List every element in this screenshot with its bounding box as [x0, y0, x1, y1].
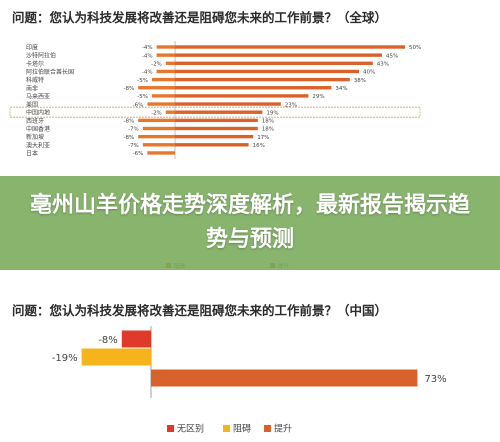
hinder-bar-label: -4%: [142, 45, 153, 51]
improve-bar: [175, 126, 258, 131]
category-label: 沙特阿拉伯: [26, 52, 56, 60]
hinder-bar: [152, 94, 175, 98]
improve-bar: [175, 102, 281, 106]
bar-label-2: -19%: [52, 353, 78, 364]
improve-bar-label: 19%: [266, 110, 278, 116]
bar-1: [121, 330, 151, 348]
bar-label-1: -8%: [98, 335, 117, 346]
hinder-bar-label: -5%: [137, 78, 148, 84]
improve-bar-label: 18%: [262, 127, 274, 133]
hinder-bar-label: -2%: [151, 62, 162, 68]
category-label: 西班牙: [26, 117, 44, 125]
improve-bar: [175, 118, 258, 123]
improve-bar: [175, 45, 405, 49]
hinder-bar-label: -4%: [142, 70, 153, 76]
category-label: 阿拉伯联合酋长国: [26, 68, 74, 76]
hinder-bar-label: -6%: [133, 102, 144, 108]
hinder-bar: [147, 151, 175, 155]
hinder-bar: [138, 118, 175, 123]
hinder-bar-label: -8%: [123, 86, 134, 92]
bar-2: [81, 348, 151, 366]
improve-bar: [175, 77, 350, 82]
hinder-bar-label: -5%: [137, 94, 148, 100]
hinder-bar-label: -7%: [128, 127, 139, 133]
improve-bar-label: 17%: [257, 135, 269, 141]
global-bar-chart: 印度 -4% 50% 沙特阿拉伯 -4% 45% 卡塔尔 -2% 43% 阿拉伯联合酋长国 -4% 4…: [9, 41, 421, 270]
hinder-bar: [138, 86, 175, 90]
legend-swatch-3: [264, 425, 271, 432]
improve-bar: [175, 86, 332, 90]
category-label: 新加坡: [26, 133, 44, 141]
category-label: 印度: [26, 44, 38, 52]
hinder-bar: [156, 45, 175, 49]
improve-bar-label: 50%: [409, 45, 421, 51]
hinder-bar-label: -2%: [151, 110, 162, 116]
improve-bar: [175, 69, 359, 74]
improve-bar-label: 16%: [253, 143, 265, 149]
category-label: 澳大利亚: [26, 141, 50, 149]
hinder-bar: [138, 134, 175, 139]
improve-bar: [175, 94, 309, 98]
headline-banner: 亳州山羊价格走势深度解析，最新报告揭示趋势与预测: [0, 176, 500, 270]
improve-bar: [175, 61, 373, 65]
hinder-bar: [142, 143, 175, 147]
category-label: 中国香港: [26, 125, 50, 133]
improve-bar: [175, 53, 382, 57]
hinder-bar-label: -8%: [123, 135, 134, 141]
improve-bar-label: 43%: [377, 62, 389, 68]
headline-text: 亳州山羊价格走势深度解析，最新报告揭示趋势与预测: [30, 193, 471, 252]
improve-bar-label: 18%: [262, 119, 274, 125]
bar-3: [151, 369, 418, 387]
chart-1-title: 问题：您认为科技发展将改善还是阻碍您未来的工作前景？（全球）: [12, 10, 388, 25]
category-label: 科威特: [26, 76, 44, 84]
category-label: 中国内地: [26, 109, 50, 117]
hinder-bar: [165, 110, 175, 114]
category-label: 卡塔尔: [26, 60, 44, 68]
category-label: 马来西亚: [26, 92, 50, 100]
hinder-bar: [165, 61, 175, 65]
legend-swatch-1: [167, 425, 174, 432]
hinder-bar: [147, 102, 175, 106]
legend-label-2: 阻碍: [233, 424, 251, 435]
hinder-bar-label: -8%: [123, 119, 134, 125]
improve-bar-label: 29%: [312, 94, 324, 100]
hinder-bar: [156, 69, 175, 74]
improve-bar: [175, 134, 254, 139]
hinder-bar-label: -7%: [128, 143, 139, 149]
hinder-bar-label: -6%: [133, 151, 144, 157]
improve-bar-label: 45%: [386, 53, 398, 59]
hinder-bar: [142, 126, 175, 131]
hinder-bar: [152, 77, 175, 82]
legend-swatch-2: [223, 425, 230, 432]
category-label: 南非: [26, 84, 38, 92]
improve-bar: [175, 110, 263, 114]
highlight-row-box: [9, 106, 421, 118]
legend-label-3: 提升: [274, 424, 292, 435]
improve-bar-label: 40%: [363, 70, 375, 76]
chart-2-title: 问题：您认为科技发展将改善还是阻碍您未来的工作前景？（中国）: [12, 303, 388, 318]
legend-label-1: 无区别: [177, 424, 204, 435]
category-label: 美国: [26, 101, 38, 109]
hinder-bar-label: -4%: [142, 53, 153, 59]
category-label: 日本: [26, 149, 38, 157]
improve-bar-label: 34%: [335, 86, 347, 92]
improve-bar-label: 23%: [285, 102, 297, 108]
hinder-bar: [156, 53, 175, 57]
bar-label-3: 73%: [424, 374, 446, 385]
improve-bar-label: 38%: [354, 78, 366, 84]
improve-bar: [175, 143, 249, 147]
